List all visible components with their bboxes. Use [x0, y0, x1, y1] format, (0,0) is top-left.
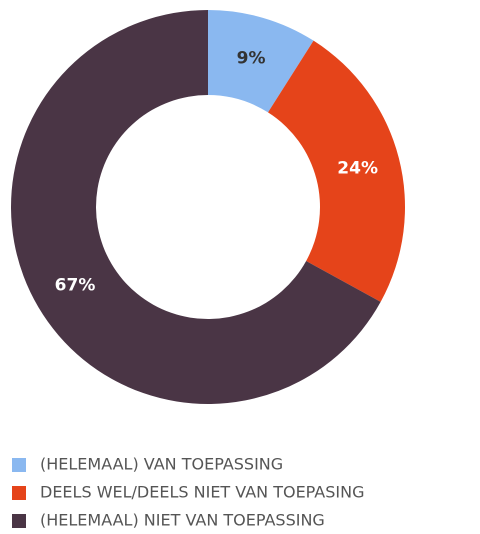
legend-label: (HELEMAAL) NIET VAN TOEPASSING	[40, 511, 325, 530]
value-label: 9%	[237, 49, 266, 69]
legend-swatch	[12, 514, 26, 528]
value-label: 67%	[55, 276, 96, 296]
slice	[208, 10, 314, 113]
legend-swatch	[12, 486, 26, 500]
slice	[268, 40, 405, 302]
legend-label: (HELEMAAL) VAN TOEPASSING	[40, 455, 283, 474]
value-label: 24%	[337, 159, 378, 179]
legend-label: DEELS WEL/DEELS NIET VAN TOEPASING	[40, 483, 365, 502]
slice	[11, 10, 381, 404]
legend-swatch	[12, 458, 26, 472]
